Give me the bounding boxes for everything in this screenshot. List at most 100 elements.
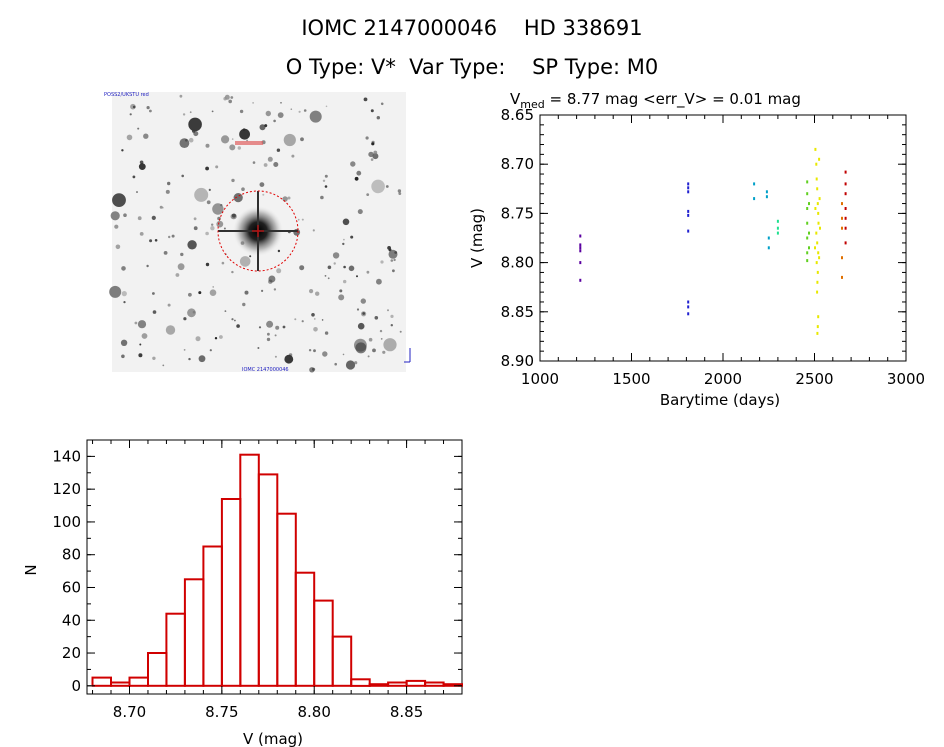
background-star [392, 269, 395, 273]
x-tick-label: 8.75 [205, 703, 238, 721]
chart-title: IOMC 2147000046 HD 338691 [301, 16, 643, 40]
background-star [343, 279, 347, 284]
data-point [844, 192, 847, 196]
background-star [194, 187, 209, 202]
data-point [844, 207, 847, 210]
data-point [687, 186, 690, 190]
data-point [579, 249, 582, 253]
background-star [134, 321, 138, 325]
background-star [368, 337, 373, 342]
background-star [205, 262, 210, 267]
background-star [382, 350, 386, 354]
light-curve-ylabel: V (mag) [468, 208, 486, 268]
background-star [252, 161, 256, 164]
background-star [121, 291, 127, 297]
histogram-frame [86, 439, 463, 695]
data-point [818, 157, 821, 161]
background-star [385, 185, 389, 188]
background-star [356, 170, 362, 176]
data-point [767, 246, 770, 250]
background-star [138, 163, 146, 171]
background-star [151, 215, 156, 220]
background-star [177, 263, 185, 271]
histogram-bar [387, 681, 408, 687]
background-star [387, 246, 391, 250]
y-tick-label: 80 [62, 546, 81, 564]
background-star [309, 367, 315, 373]
background-star [300, 137, 304, 142]
background-star [239, 256, 251, 267]
background-star [315, 291, 320, 296]
data-point [579, 278, 582, 282]
data-point [817, 315, 820, 319]
data-point [687, 312, 690, 316]
background-star [297, 218, 300, 221]
data-point [816, 187, 819, 191]
data-point [687, 182, 690, 186]
background-star [291, 154, 295, 158]
light-curve-title: Vmed = 8.77 mag <err_V> = 0.01 mag [510, 90, 801, 111]
background-star [165, 189, 170, 194]
background-star [231, 318, 234, 321]
x-tick-label: 2500 [795, 370, 833, 388]
background-star [267, 156, 273, 162]
histogram-bar [257, 473, 279, 687]
background-star [263, 163, 268, 167]
x-tick-label: 1500 [612, 370, 650, 388]
background-star [370, 109, 374, 113]
data-point [806, 192, 809, 196]
data-point [817, 251, 820, 255]
background-star [112, 193, 126, 208]
background-star [241, 187, 245, 191]
background-star [360, 298, 366, 304]
background-star [273, 119, 276, 123]
y-tick-label: 140 [52, 447, 81, 465]
background-star [354, 176, 359, 181]
background-star [390, 314, 394, 318]
background-star [181, 174, 184, 178]
background-star [231, 213, 236, 218]
background-star [356, 275, 358, 278]
background-star [380, 102, 384, 106]
background-star [398, 192, 402, 196]
background-star [298, 110, 301, 113]
data-point [687, 305, 690, 309]
background-star [121, 149, 124, 152]
data-point [687, 300, 690, 304]
background-star [224, 310, 227, 312]
background-star [262, 193, 265, 196]
background-star [376, 116, 380, 120]
data-point [816, 325, 819, 329]
data-point [765, 195, 768, 199]
data-point [806, 236, 809, 240]
background-star [293, 228, 301, 236]
background-star [356, 308, 360, 311]
background-star [274, 334, 277, 337]
background-star [138, 353, 143, 358]
background-star [192, 310, 196, 314]
histogram-bar [368, 683, 390, 687]
background-star [373, 150, 378, 155]
background-star [210, 226, 215, 231]
background-star [231, 138, 234, 140]
background-star [208, 188, 211, 191]
background-star [221, 261, 225, 265]
histogram-ylabel: N [22, 564, 40, 575]
data-point [687, 190, 690, 194]
x-tick-label: 1000 [521, 370, 559, 388]
background-star [114, 224, 119, 229]
background-star [123, 301, 126, 304]
background-star [183, 317, 187, 321]
y-tick-label: 8.80 [501, 254, 534, 272]
background-star [283, 133, 296, 147]
background-star [266, 320, 274, 328]
target-circle [217, 190, 299, 272]
background-star [237, 146, 241, 150]
background-star [219, 335, 223, 339]
background-star [162, 364, 165, 367]
background-star [371, 142, 375, 146]
histogram-bar [350, 678, 371, 687]
background-star [141, 333, 148, 339]
image-caption-top: POSS2/UKSTU red [104, 92, 149, 98]
background-star [357, 209, 363, 215]
